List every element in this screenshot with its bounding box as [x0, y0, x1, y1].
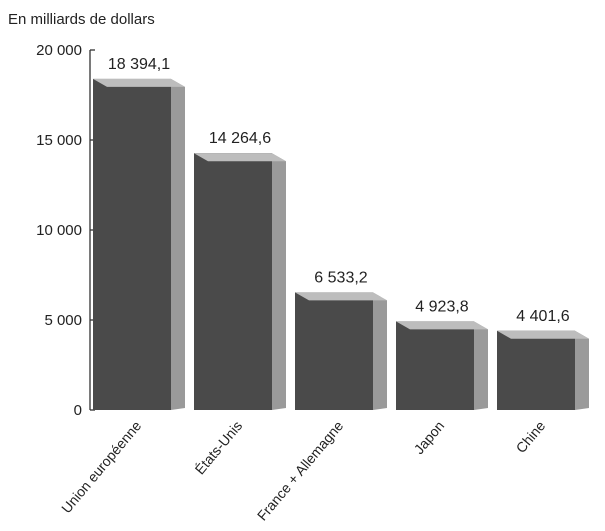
bar	[497, 330, 575, 410]
category-label: Union européenne	[58, 417, 144, 516]
bar	[396, 321, 474, 410]
bar-top	[497, 330, 589, 339]
value-label: 18 394,1	[108, 56, 170, 73]
bar-side	[171, 78, 185, 411]
value-label: 6 533,2	[314, 269, 367, 286]
category-label: Chine	[513, 417, 549, 455]
bar-side	[474, 321, 488, 410]
value-label: 4 401,6	[516, 308, 569, 325]
category-label: France + Allemagne	[254, 417, 347, 523]
y-tick-label: 10 000	[36, 222, 82, 239]
bar	[194, 153, 272, 411]
category-label: Japon	[411, 418, 448, 458]
y-tick-label: 5 000	[44, 312, 82, 329]
value-label: 14 264,6	[209, 130, 271, 147]
bar	[93, 78, 171, 411]
y-tick-label: 0	[74, 402, 82, 419]
bar-top	[295, 292, 387, 301]
bars-group	[93, 78, 589, 411]
bar	[295, 292, 373, 410]
bar-top	[93, 78, 185, 87]
y-tick-label: 20 000	[36, 42, 82, 59]
bar-side	[272, 153, 286, 411]
y-axis: 0 5 000 10 000 15 000 20 000	[36, 42, 95, 419]
y-axis-label: En milliards de dollars	[8, 11, 155, 28]
category-label: États-Unis	[192, 418, 246, 478]
bar-top	[396, 321, 488, 330]
bar-top	[194, 153, 286, 162]
bar-side	[373, 292, 387, 410]
value-label: 4 923,8	[415, 298, 468, 315]
bar-side	[575, 330, 589, 410]
y-tick-label: 15 000	[36, 132, 82, 149]
